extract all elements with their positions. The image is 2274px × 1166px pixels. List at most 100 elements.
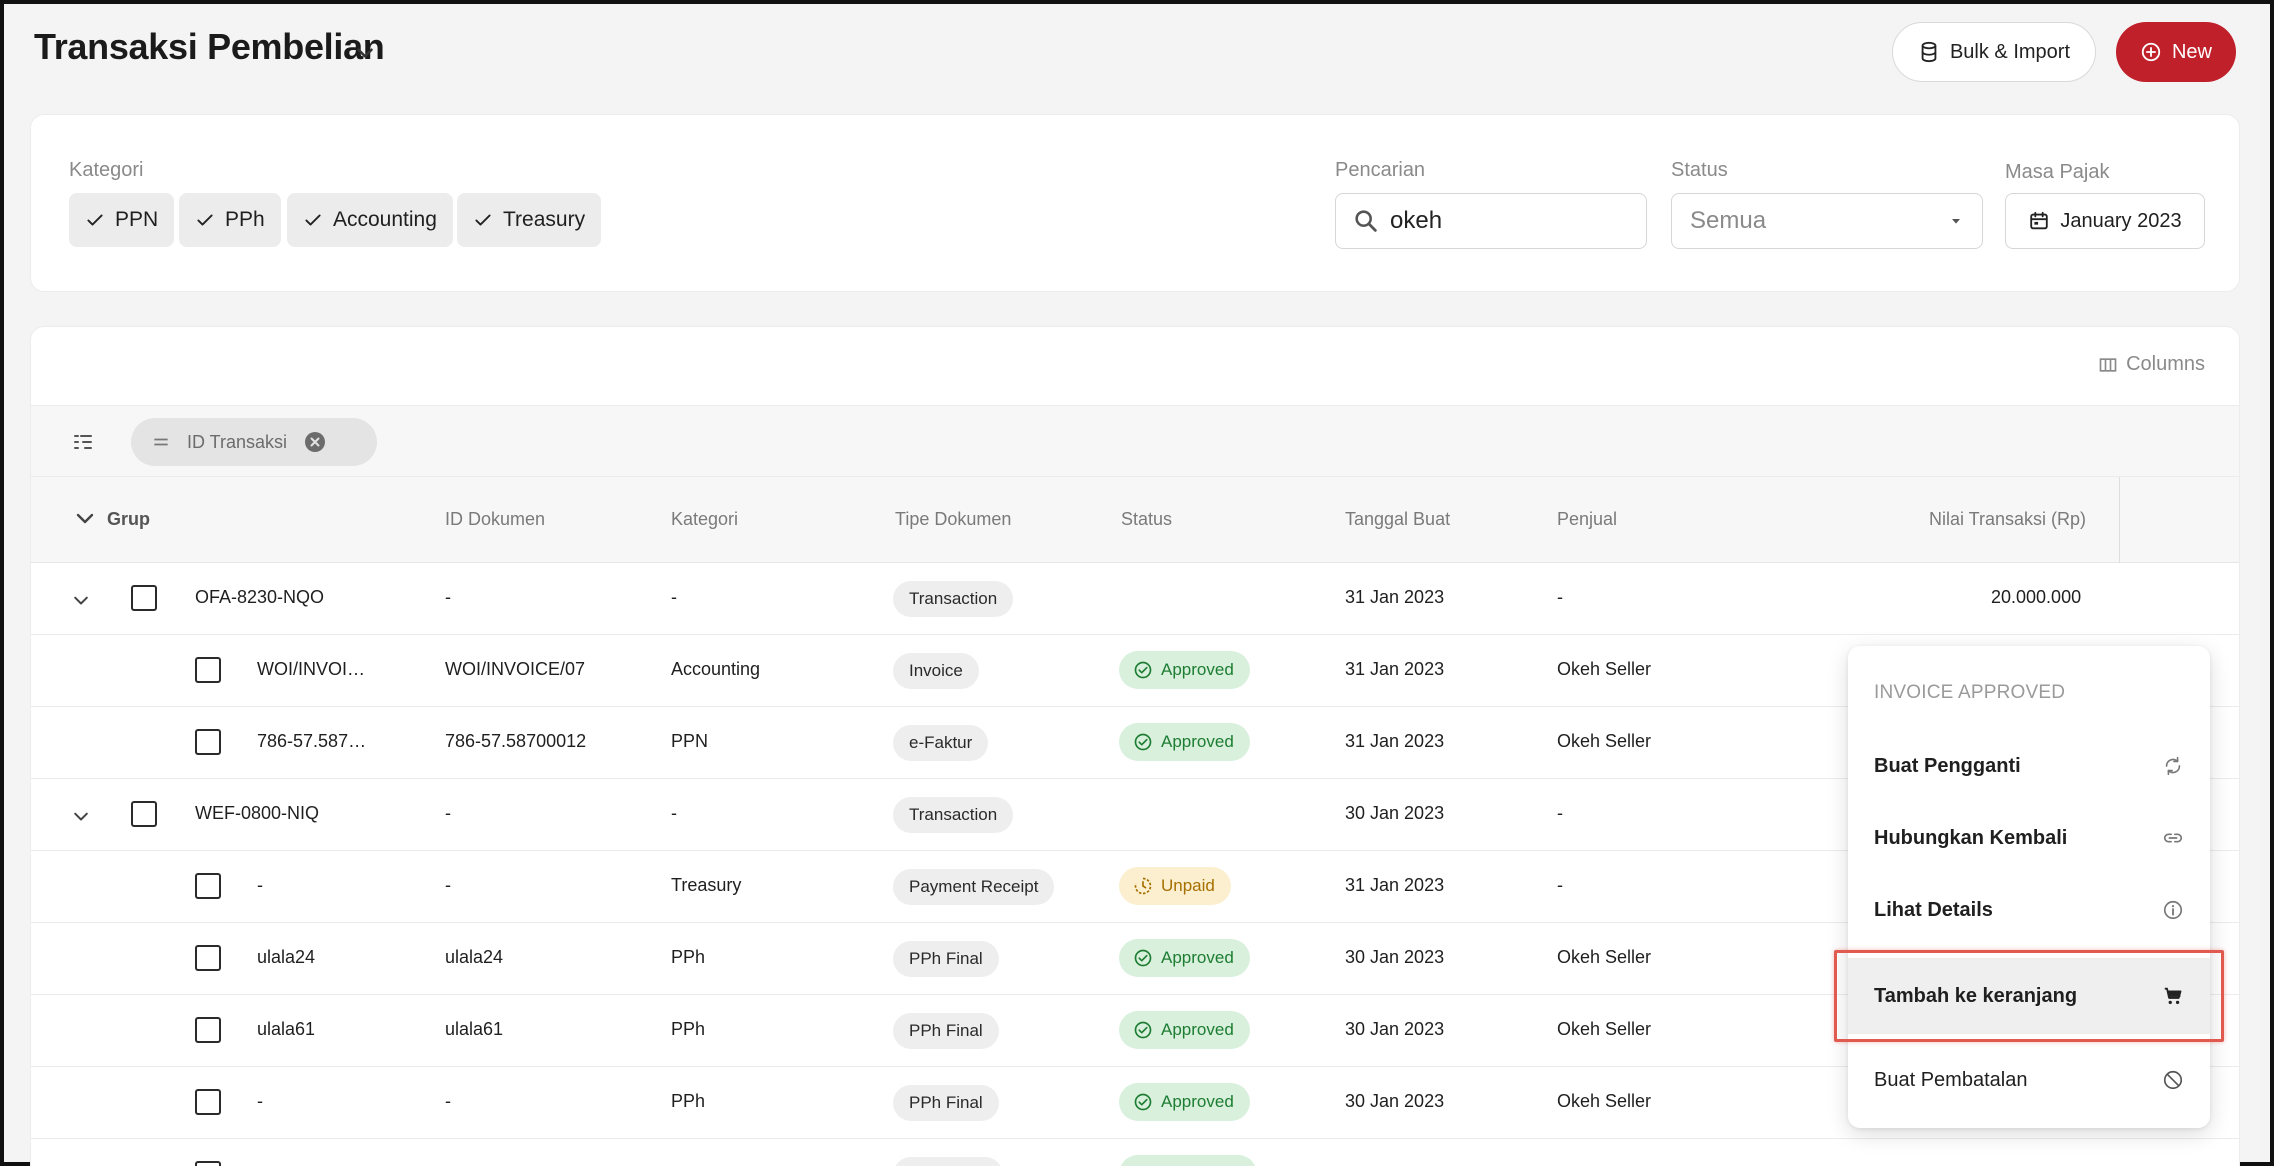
chip-treasury[interactable]: Treasury [457,193,602,247]
status-badge [1119,1155,1257,1166]
check-icon [87,214,103,226]
chip-ppn[interactable]: PPN [69,193,175,247]
cell-kategori: PPh [671,1019,706,1039]
columns-label: Columns [2126,353,2205,375]
check-icon [475,214,491,226]
cell-kategori: Accounting [671,659,761,679]
table-row[interactable]: WEF-0800-NIQ - - Transaction 30 Jan 2023… [31,779,2239,851]
cell-id-dokumen: - [445,803,451,823]
th-penjual[interactable]: Penjual [1557,509,1618,529]
refresh-icon [2165,756,2181,776]
row-checkbox[interactable] [195,1161,221,1166]
table-row[interactable]: 786-57.587… 786-57.58700012 PPN e-Faktur… [31,707,2239,779]
cell-penjual: - [1557,587,1563,607]
plus-circle-icon [2141,42,2161,62]
status-text: Approved [1161,948,1234,967]
tipe-pill: PPh Final [893,1013,999,1049]
tipe-pill: PPh Final [893,1085,999,1121]
group-chip-label: ID Transaksi [187,431,288,452]
tipe-pill: Transaction [893,797,1014,833]
cell-id-dokumen: - [445,1091,451,1111]
menu-item-tambah-ke-keranjang[interactable]: Tambah ke keranjang [1848,958,2210,1034]
status-select[interactable]: Semua [1671,193,1983,249]
status-badge: Approved [1119,723,1250,761]
columns-button[interactable]: Columns [2098,353,2205,376]
pencarian-label: Pencarian [1335,159,1426,181]
cell-kategori: PPN [671,731,709,751]
table-row[interactable]: ulala61 ulala61 PPh PPh Final Approved 3… [31,995,2239,1067]
chevron-down-icon[interactable] [73,507,97,531]
check-circle-icon [1134,661,1152,679]
group-chip-id-transaksi[interactable]: ID Transaksi [131,418,377,466]
row-checkbox[interactable] [131,801,157,827]
th-tanggal-buat[interactable]: Tanggal Buat [1345,509,1451,529]
row-checkbox[interactable] [195,1017,221,1043]
chip-label: Accounting [333,208,437,231]
menu-item-label: Buat Pengganti [1874,754,2021,777]
cell-tanggal: 30 Jan 2023 [1345,803,1445,823]
row-checkbox[interactable] [195,1089,221,1115]
row-checkbox[interactable] [195,729,221,755]
chip-accounting[interactable]: Accounting [287,193,453,247]
chevron-down-icon[interactable] [71,591,91,611]
calendar-icon [2030,211,2049,230]
chip-pph[interactable]: PPh [179,193,281,247]
bulk-import-label: Bulk & Import [1949,40,2071,63]
cell-kategori: PPh [671,947,706,967]
menu-item-hubungkan-kembali[interactable]: Hubungkan Kembali [1848,802,2210,874]
masa-pajak-value: January 2023 [2060,209,2182,232]
cell-tanggal: 31 Jan 2023 [1345,731,1445,751]
check-circle-icon [1134,1021,1152,1039]
cell-penjual: Okeh Seller [1557,1091,1652,1111]
row-checkbox[interactable] [131,585,157,611]
th-status[interactable]: Status [1121,509,1173,529]
th-kategori[interactable]: Kategori [671,509,739,529]
row-checkbox[interactable] [195,657,221,683]
close-circle-icon[interactable] [303,430,327,454]
status-text: Approved [1161,1020,1234,1039]
th-grup[interactable]: Grup [107,509,150,529]
bulk-import-button[interactable]: Bulk & Import [1892,22,2096,82]
search-input[interactable] [1390,207,1610,235]
cell-penjual: - [1557,875,1563,895]
status-label: Status [1671,159,1728,181]
columns-icon [2099,357,2117,372]
drag-handle-icon[interactable] [151,432,171,452]
table-row[interactable]: WOI/INVOI… WOI/INVOICE/07 Accounting Inv… [31,635,2239,707]
cell-tanggal: 30 Jan 2023 [1345,947,1445,967]
chevron-down-icon[interactable] [71,807,91,827]
table-row[interactable]: OFA-8230-NQO - - Transaction 31 Jan 2023… [31,563,2239,635]
cell-id-dokumen: - [445,587,451,607]
cell-group: WOI/INVOI… [257,659,365,679]
status-badge: Approved [1119,1083,1250,1121]
row-checkbox[interactable] [195,873,221,899]
block-icon [2163,1070,2183,1090]
cell-group: ulala24 [257,947,316,967]
menu-item-buat-pembatalan[interactable]: Buat Pembatalan [1848,1044,2210,1116]
th-tipe-dokumen[interactable]: Tipe Dokumen [895,509,1012,529]
search-field[interactable] [1335,193,1647,249]
masa-pajak-picker[interactable]: January 2023 [2005,193,2205,249]
th-id-dokumen[interactable]: ID Dokumen [445,509,546,529]
cell-id-dokumen: ulala24 [445,947,504,967]
database-icon [1921,41,1937,63]
menu-item-lihat-details[interactable]: Lihat Details [1848,874,2210,946]
column-divider[interactable] [2119,477,2120,563]
table-row[interactable]: ulala24 ulala24 PPh PPh Final Approved 3… [31,923,2239,995]
table-row[interactable] [31,1139,2239,1166]
info-icon [2163,900,2183,920]
cell-group: 786-57.587… [257,731,367,751]
group-list-icon[interactable] [71,430,95,454]
menu-item-buat-pengganti[interactable]: Buat Pengganti [1848,730,2210,802]
table-row[interactable]: - - Treasury Payment Receipt Unpaid 31 J… [31,851,2239,923]
status-badge: Approved [1119,651,1250,689]
page-header: Transaksi Pembelian Bulk & Import New [30,22,2240,88]
table-row[interactable]: - - PPh PPh Final Approved 30 Jan 2023 O… [31,1067,2239,1139]
row-checkbox[interactable] [195,945,221,971]
th-nilai-transaksi[interactable]: Nilai Transaksi (Rp) [1929,509,2087,529]
menu-item-label: Hubungkan Kembali [1874,826,2068,849]
cell-group: WEF-0800-NIQ [195,803,320,823]
cell-penjual: Okeh Seller [1557,731,1652,751]
chevron-down-icon[interactable] [352,40,378,66]
new-button[interactable]: New [2116,22,2236,82]
